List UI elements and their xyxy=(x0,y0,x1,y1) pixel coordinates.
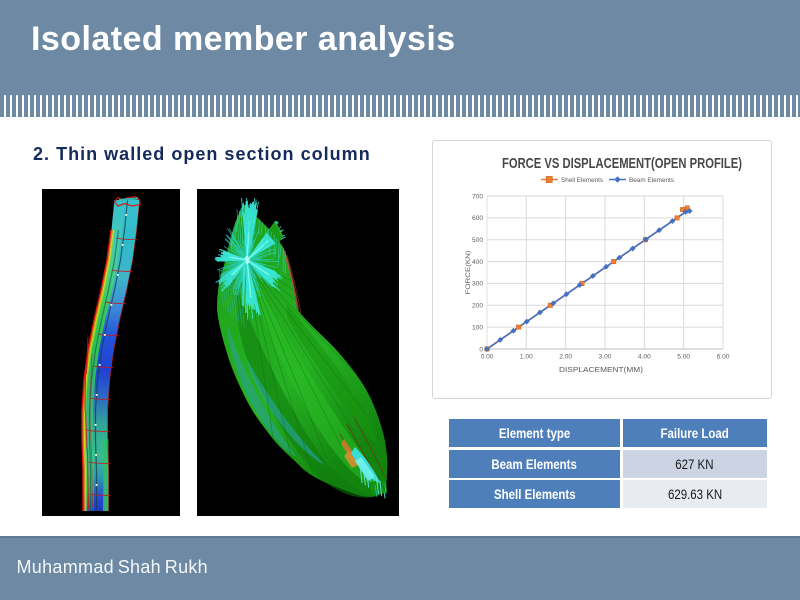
svg-text:400: 400 xyxy=(472,259,483,266)
svg-text:100: 100 xyxy=(472,324,483,331)
svg-text:6.00: 6.00 xyxy=(717,354,730,361)
svg-text:0: 0 xyxy=(479,346,483,353)
svg-text:1.00: 1.00 xyxy=(520,354,533,361)
svg-text:2.00: 2.00 xyxy=(559,354,572,361)
svg-text:Beam Elements: Beam Elements xyxy=(629,177,675,184)
svg-text:4.00: 4.00 xyxy=(638,354,651,361)
svg-text:0.00: 0.00 xyxy=(481,354,494,361)
svg-text:600: 600 xyxy=(472,215,483,222)
svg-text:500: 500 xyxy=(472,237,483,244)
svg-text:200: 200 xyxy=(472,303,483,310)
svg-text:3.00: 3.00 xyxy=(599,354,612,361)
svg-text:FORCE(KN): FORCE(KN) xyxy=(465,251,472,295)
svg-text:300: 300 xyxy=(472,281,483,288)
svg-text:Shell Elements: Shell Elements xyxy=(561,177,604,184)
svg-text:DISPLACEMENT(MM): DISPLACEMENT(MM) xyxy=(559,365,644,374)
svg-text:5.00: 5.00 xyxy=(677,354,690,361)
svg-text:FORCE VS DISPLACEMENT(OPEN PRO: FORCE VS DISPLACEMENT(OPEN PROFILE) xyxy=(502,155,742,172)
svg-text:700: 700 xyxy=(472,193,483,200)
